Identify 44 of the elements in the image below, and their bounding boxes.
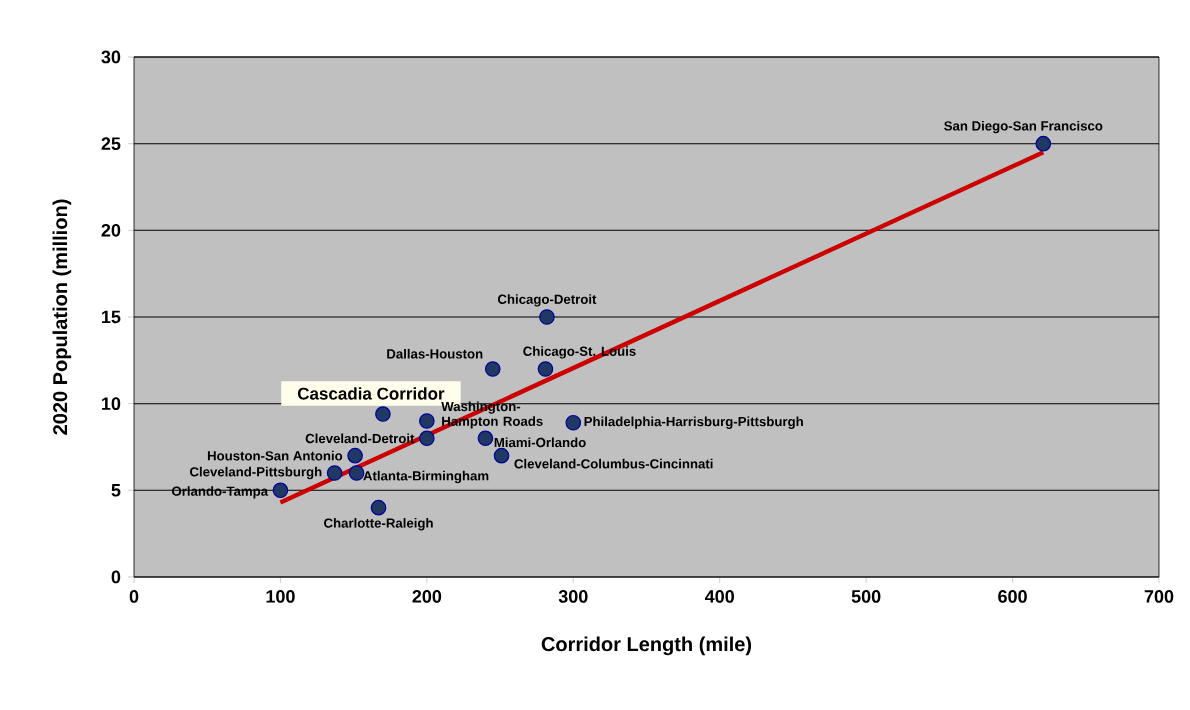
y-tick-label: 20 [101,223,121,237]
point [493,447,510,464]
x-tick-label: 100 [266,590,295,603]
x-tick-label: 400 [704,590,734,603]
point [477,430,494,447]
annotation: Cascadia Corridor [297,387,445,400]
point [565,414,582,431]
x-tick-label: 700 [1144,590,1174,603]
annotation: Houston-San Antonio [207,450,343,461]
point [375,406,391,422]
annotation: Cleveland-Pittsburgh [189,466,322,480]
x-axis-title: Corridor Length (mile) [541,636,752,656]
y-tick-label: 25 [101,137,121,151]
point [272,482,289,499]
y-axis-title: 2020 Population (million) [52,199,72,435]
annotation: Charlotte-Raleigh [324,518,433,531]
annotation: San Diego-San Francisco [944,120,1103,134]
point [326,465,343,481]
y-tick-label: 5 [111,484,121,497]
y-tick-label: 0 [111,570,121,584]
point [539,309,555,325]
x-tick-label: 500 [851,590,881,603]
point [537,361,554,377]
annotation: Miami-Orlando [494,437,586,448]
point [419,413,435,429]
point [347,447,363,464]
annotation: Chicago-Detroit [497,294,597,307]
annotation: Cleveland-Detroit [305,433,415,444]
point [370,499,387,516]
point [1035,135,1052,152]
annotation: Cleveland-Columbus-Cincinnati [514,458,713,469]
annotation: Atlanta-Birmingham [363,470,489,484]
y-tick-label: 10 [102,397,121,411]
x-tick-label: 0 [129,590,139,603]
point [484,361,501,377]
y-tick-label: 15 [102,310,121,324]
annotation: Dallas-Houston [387,348,483,359]
point [419,430,435,447]
x-tick-label: 600 [998,590,1027,603]
y-tick-label: 30 [101,50,121,64]
annotation: Philadelphia-Harrisburg-Pittsburgh [584,416,803,429]
point [348,465,365,481]
x-tick-label: 200 [412,590,442,603]
x-tick-label: 300 [558,590,588,603]
